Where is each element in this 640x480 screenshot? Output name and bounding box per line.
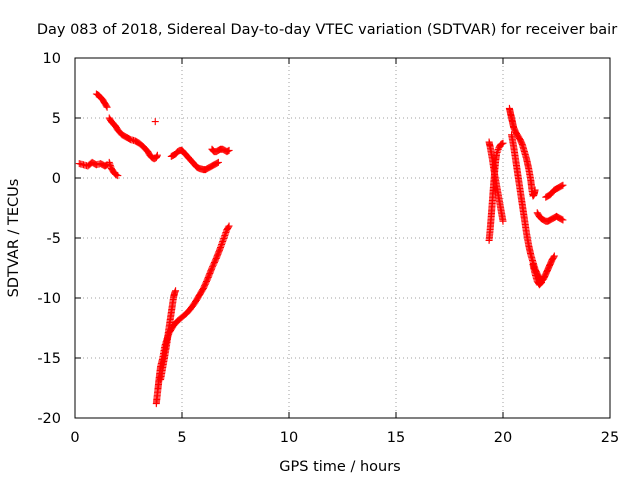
data-point [550,252,558,260]
data-point [498,140,506,148]
data-point [537,279,545,287]
data-point [213,159,221,167]
y-tick-label: -10 [37,291,61,307]
y-tick-label: 10 [43,51,61,67]
y-tick-label: -20 [37,411,61,427]
y-tick-label: -5 [47,231,61,247]
y-tick-label: 0 [52,171,61,187]
data-point [499,139,507,147]
data-point [114,172,122,180]
x-tick-label: 15 [387,430,405,446]
x-tick-label: 10 [280,430,298,446]
data-point [214,158,222,166]
grid-lines [75,58,610,418]
data-point [559,216,567,224]
data-point [559,181,567,189]
data-point [499,217,507,225]
data-point [172,287,180,295]
data-point [531,186,539,194]
y-axis-label: SDTVAR / TECUs [6,179,22,298]
data-point [103,103,111,111]
y-tick-label: -15 [37,351,61,367]
x-axis-label: GPS time / hours [279,459,400,475]
x-tick-label: 20 [494,430,512,446]
data-point [558,215,566,223]
chart-title: Day 083 of 2018, Sidereal Day-to-day VTE… [37,22,617,38]
data-point [153,151,161,159]
data-point [113,171,121,179]
data-point [151,118,159,126]
data-point [225,146,233,154]
data-point [538,278,546,286]
x-tick-label: 25 [601,430,619,446]
data-point [225,222,233,230]
x-tick-label: 0 [70,430,79,446]
data-series [75,90,567,408]
data-point [558,182,566,190]
data-point [102,102,110,110]
data-point [536,280,544,288]
data-point [550,253,558,261]
x-tick-label: 5 [177,430,186,446]
y-tick-label: 5 [52,111,61,127]
data-point [224,147,232,155]
data-point [224,223,232,231]
axis-ticks: 0 5 10 15 20 25 -20 -15 -10 -5 0 5 10 [37,51,619,446]
